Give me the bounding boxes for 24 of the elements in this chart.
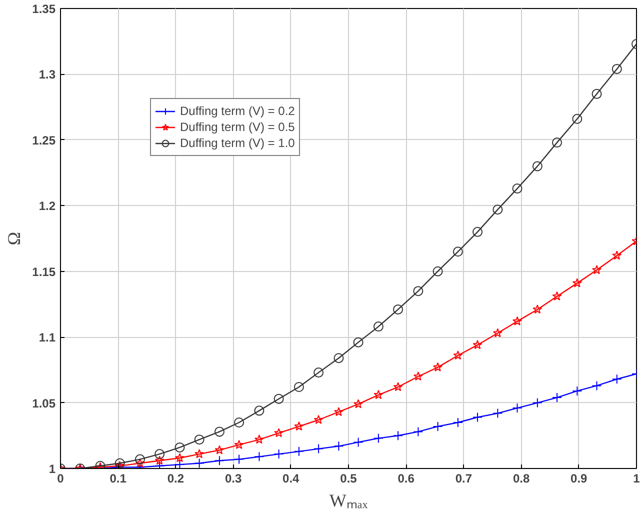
x-tick-label: 0 [57,472,64,486]
x-tick-label: 0.5 [340,472,358,486]
y-tick-label: 1.2 [38,199,56,214]
x-tick-label: 0.3 [224,472,242,486]
legend-label: Duffing term (V) = 0.5 [180,119,295,135]
x-tick-label: 0.1 [110,472,127,486]
x-tick-label: 0.2 [167,472,184,486]
x-tick-label: 0.6 [398,472,415,486]
x-tick-label: 0.9 [570,472,588,486]
y-tick-label: 1.25 [32,133,56,148]
y-tick-label: 1.15 [32,264,56,279]
x-tick-label: 0.8 [512,472,530,486]
legend-label: Duffing term (V) = 1.0 [180,135,295,151]
x-tick-label: 0.4 [282,472,300,486]
y-tick-label: 1.3 [38,68,56,82]
legend-label: Duffing term (V) = 0.2 [180,103,295,119]
y-tick-label: 1 [48,462,56,476]
y-axis-title: Ω [4,232,24,246]
y-tick-label: 1.1 [38,330,56,345]
x-tick-label: 1 [633,472,640,486]
x-tick-label: 0.7 [455,472,472,486]
y-tick-label: 1.05 [32,396,56,410]
x-axis-title: Wₘₐₓ [329,490,368,510]
y-tick-label: 1.35 [32,2,56,16]
